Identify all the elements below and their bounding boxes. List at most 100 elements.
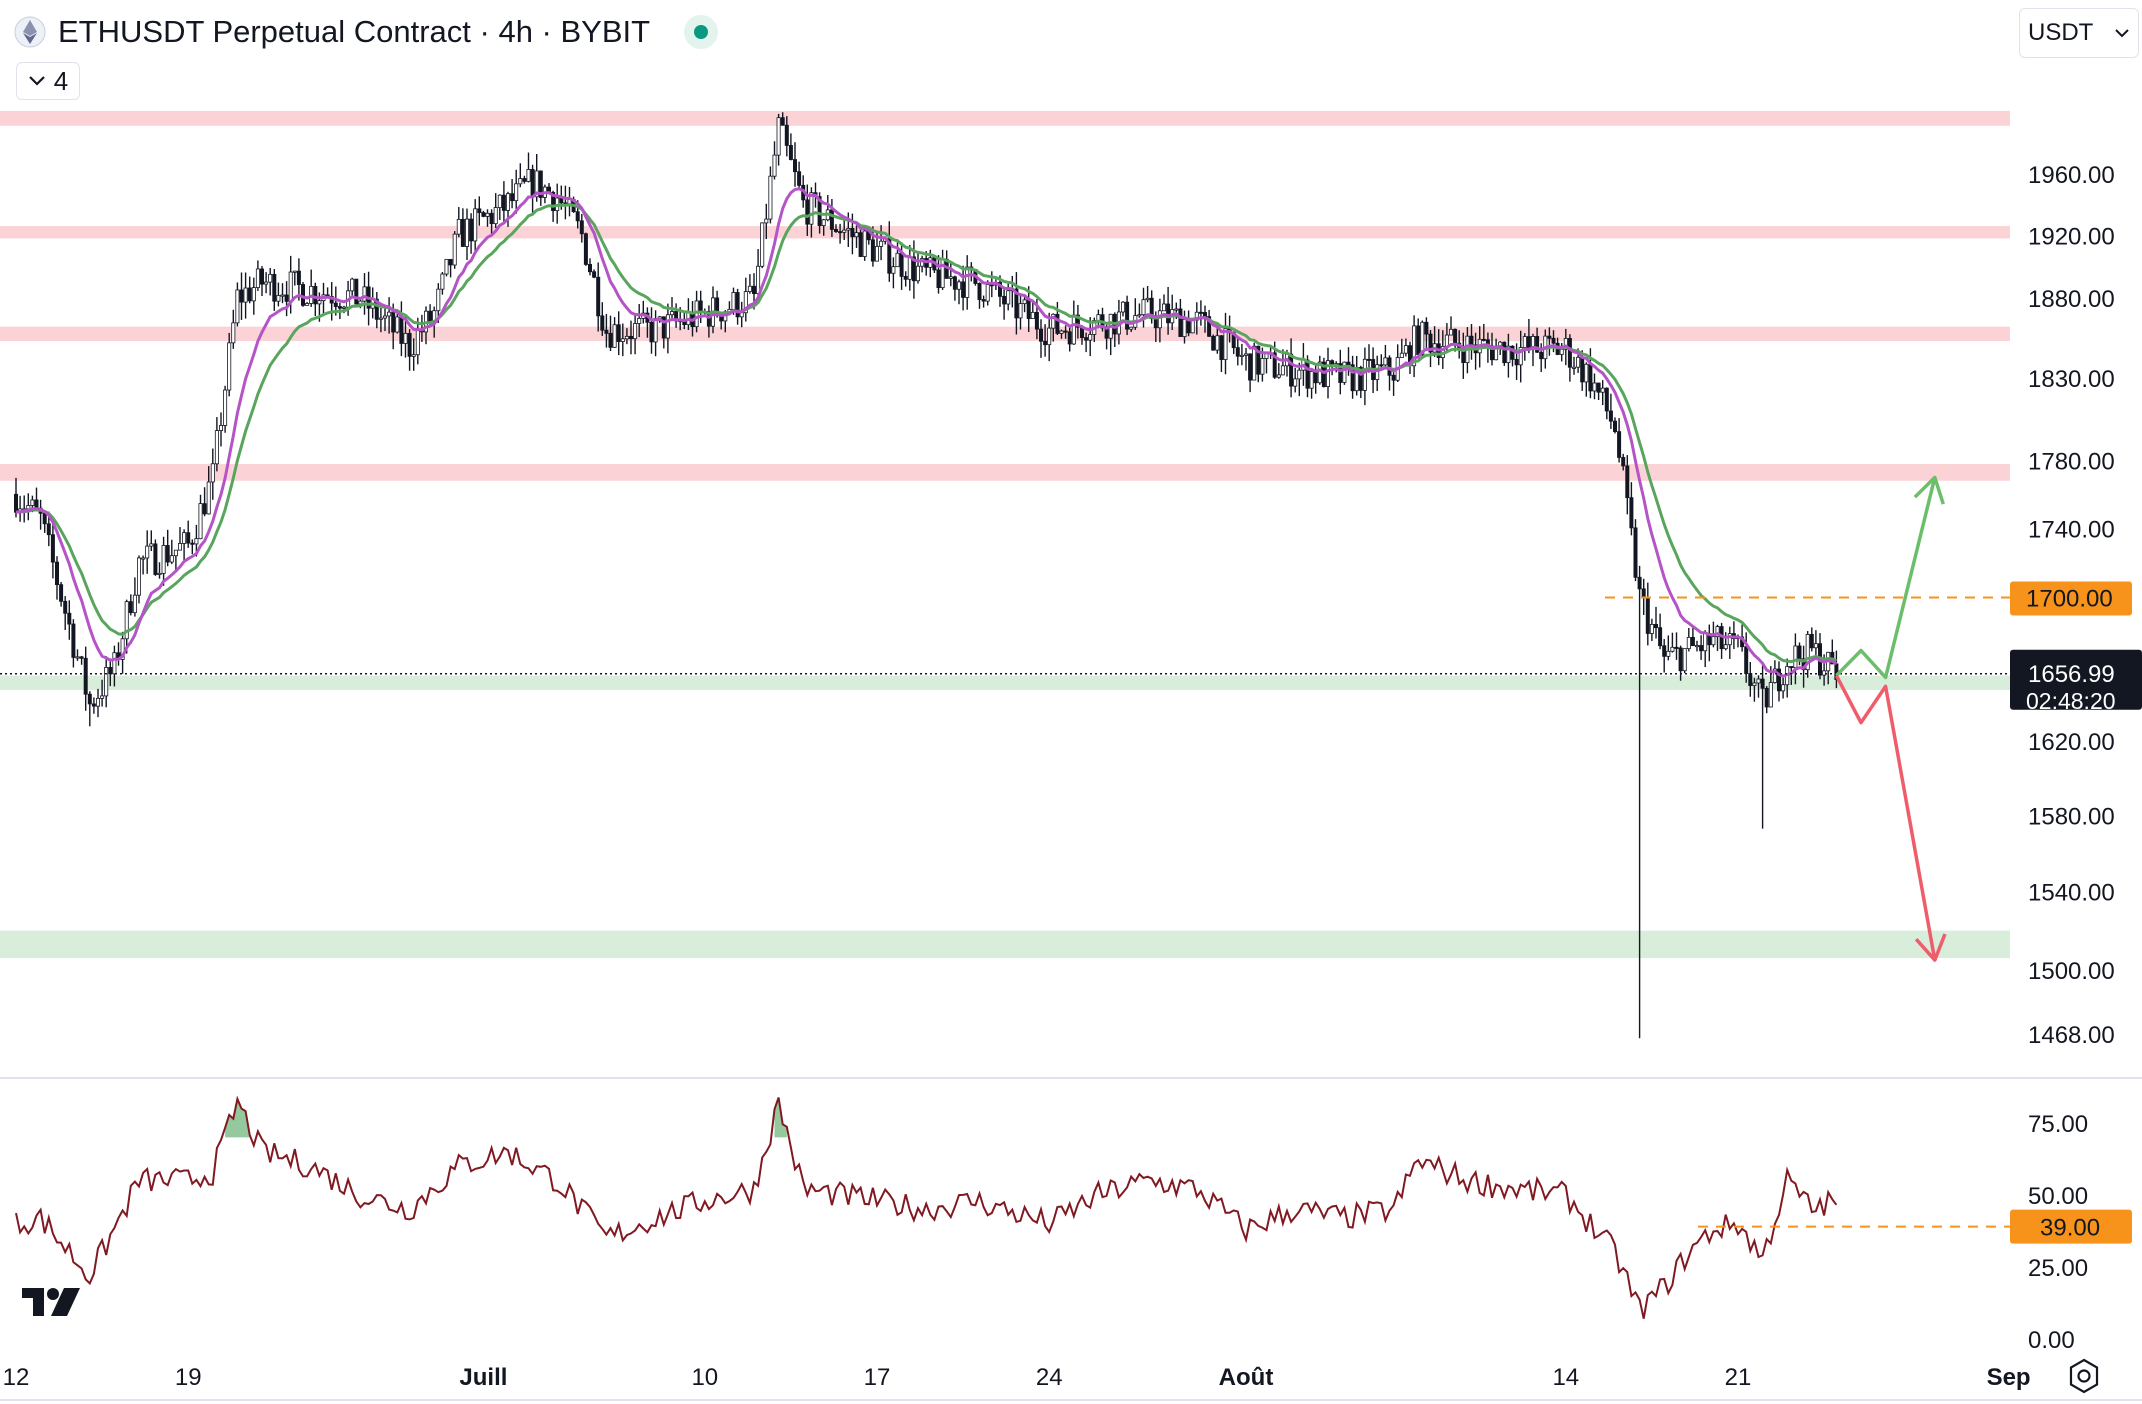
candle-body bbox=[210, 463, 215, 483]
candle-body bbox=[87, 693, 92, 705]
candle-body bbox=[1071, 314, 1076, 345]
rsi-line bbox=[15, 1095, 1838, 1319]
candle-body bbox=[1157, 310, 1162, 329]
candle-body bbox=[1145, 297, 1150, 301]
candle-body bbox=[575, 211, 580, 222]
indicators-collapse-button[interactable]: 4 bbox=[16, 62, 80, 100]
candle-body bbox=[768, 175, 773, 220]
candle-body bbox=[305, 303, 310, 306]
candle-body bbox=[977, 283, 982, 300]
candle-body bbox=[317, 300, 322, 305]
candle-body bbox=[1018, 303, 1023, 319]
candle-body bbox=[846, 227, 851, 231]
market-open-dot bbox=[694, 25, 709, 39]
candle-body bbox=[526, 169, 531, 182]
candle-body bbox=[1711, 636, 1716, 646]
price-axis-label: 1780.00 bbox=[2028, 449, 2115, 476]
candle-body bbox=[1358, 367, 1363, 391]
currency-label: USDT bbox=[2028, 19, 2094, 46]
currency-selector[interactable]: USDT bbox=[2019, 8, 2139, 58]
candle-body bbox=[1674, 646, 1679, 649]
candle-body bbox=[1805, 634, 1810, 671]
candle-body bbox=[333, 302, 338, 307]
candle-body bbox=[1600, 387, 1605, 393]
candle-body bbox=[505, 193, 510, 211]
candle-body bbox=[50, 534, 55, 563]
candle-body bbox=[838, 231, 843, 234]
candle-body bbox=[1219, 335, 1224, 360]
candle-body bbox=[1075, 314, 1080, 328]
candle-body bbox=[67, 612, 72, 625]
candle-body bbox=[296, 270, 301, 285]
market-status-indicator[interactable] bbox=[684, 15, 719, 49]
candle-body bbox=[395, 316, 400, 333]
candle-body bbox=[1137, 314, 1142, 317]
candle-body bbox=[91, 703, 96, 707]
candle-body bbox=[1797, 645, 1802, 660]
candle-body bbox=[604, 329, 609, 334]
price-axis-label: 1468.00 bbox=[2028, 1022, 2115, 1049]
candle-body bbox=[1752, 682, 1757, 686]
candle-body bbox=[1256, 345, 1261, 375]
candle-body bbox=[1297, 369, 1302, 380]
candle-body bbox=[190, 542, 195, 545]
candle-body bbox=[608, 332, 613, 348]
candle-body bbox=[600, 315, 605, 331]
candle-body bbox=[588, 264, 593, 273]
candle-body bbox=[1522, 336, 1527, 348]
candle-body bbox=[1777, 668, 1782, 692]
candle-body bbox=[63, 600, 68, 614]
time-axis-label: 21 bbox=[1725, 1364, 1752, 1391]
candle-body bbox=[132, 594, 137, 614]
candle-body bbox=[1584, 363, 1589, 383]
candle-body bbox=[756, 265, 761, 294]
candle-body bbox=[485, 212, 490, 217]
ema-fast-line bbox=[15, 187, 1838, 678]
candle-body bbox=[1703, 632, 1708, 652]
candle-body bbox=[784, 124, 789, 146]
candle-body bbox=[79, 656, 84, 659]
candle-body bbox=[247, 287, 252, 302]
candle-body bbox=[1682, 648, 1687, 672]
time-axis-label: 17 bbox=[864, 1364, 891, 1391]
candle-body bbox=[1084, 337, 1089, 341]
candle-body bbox=[161, 545, 166, 574]
candle-body bbox=[1239, 354, 1244, 357]
candle-body bbox=[1481, 338, 1486, 341]
candle-body bbox=[1690, 636, 1695, 647]
candle-body bbox=[862, 230, 867, 257]
settings-gear-icon[interactable] bbox=[2064, 1356, 2104, 1396]
candle-body bbox=[378, 317, 383, 320]
candle-body bbox=[1403, 345, 1408, 354]
candle-body bbox=[83, 657, 88, 695]
candle-body bbox=[1809, 634, 1814, 649]
candle-body bbox=[1658, 627, 1663, 647]
candle-body bbox=[1125, 301, 1130, 330]
candle-body bbox=[1822, 670, 1827, 676]
candle-body bbox=[1039, 328, 1044, 342]
tradingview-logo[interactable] bbox=[20, 1284, 84, 1320]
candle-body bbox=[1412, 325, 1417, 367]
candle-body bbox=[1416, 325, 1421, 355]
candle-body bbox=[629, 335, 634, 340]
candle-body bbox=[957, 281, 962, 290]
price-axis-label: 1880.00 bbox=[2028, 286, 2115, 313]
resistance-zone bbox=[0, 464, 2010, 481]
time-axis-label: Juill bbox=[459, 1364, 507, 1391]
candle-body bbox=[850, 227, 855, 238]
candle-body bbox=[243, 287, 248, 303]
candle-body bbox=[1244, 353, 1249, 356]
candle-body bbox=[112, 652, 117, 675]
candle-body bbox=[177, 543, 182, 551]
candle-body bbox=[145, 545, 150, 559]
candle-body bbox=[1030, 311, 1035, 320]
candle-body bbox=[579, 220, 584, 235]
candle-body bbox=[899, 252, 904, 277]
candle-body bbox=[1207, 316, 1212, 337]
candle-body bbox=[665, 314, 670, 339]
candle-body bbox=[985, 284, 990, 302]
symbol-title[interactable]: ETHUSDT Perpetual Contract · 4h · BYBIT bbox=[58, 14, 651, 49]
candle-body bbox=[1026, 299, 1031, 320]
candle-body bbox=[1715, 626, 1720, 638]
